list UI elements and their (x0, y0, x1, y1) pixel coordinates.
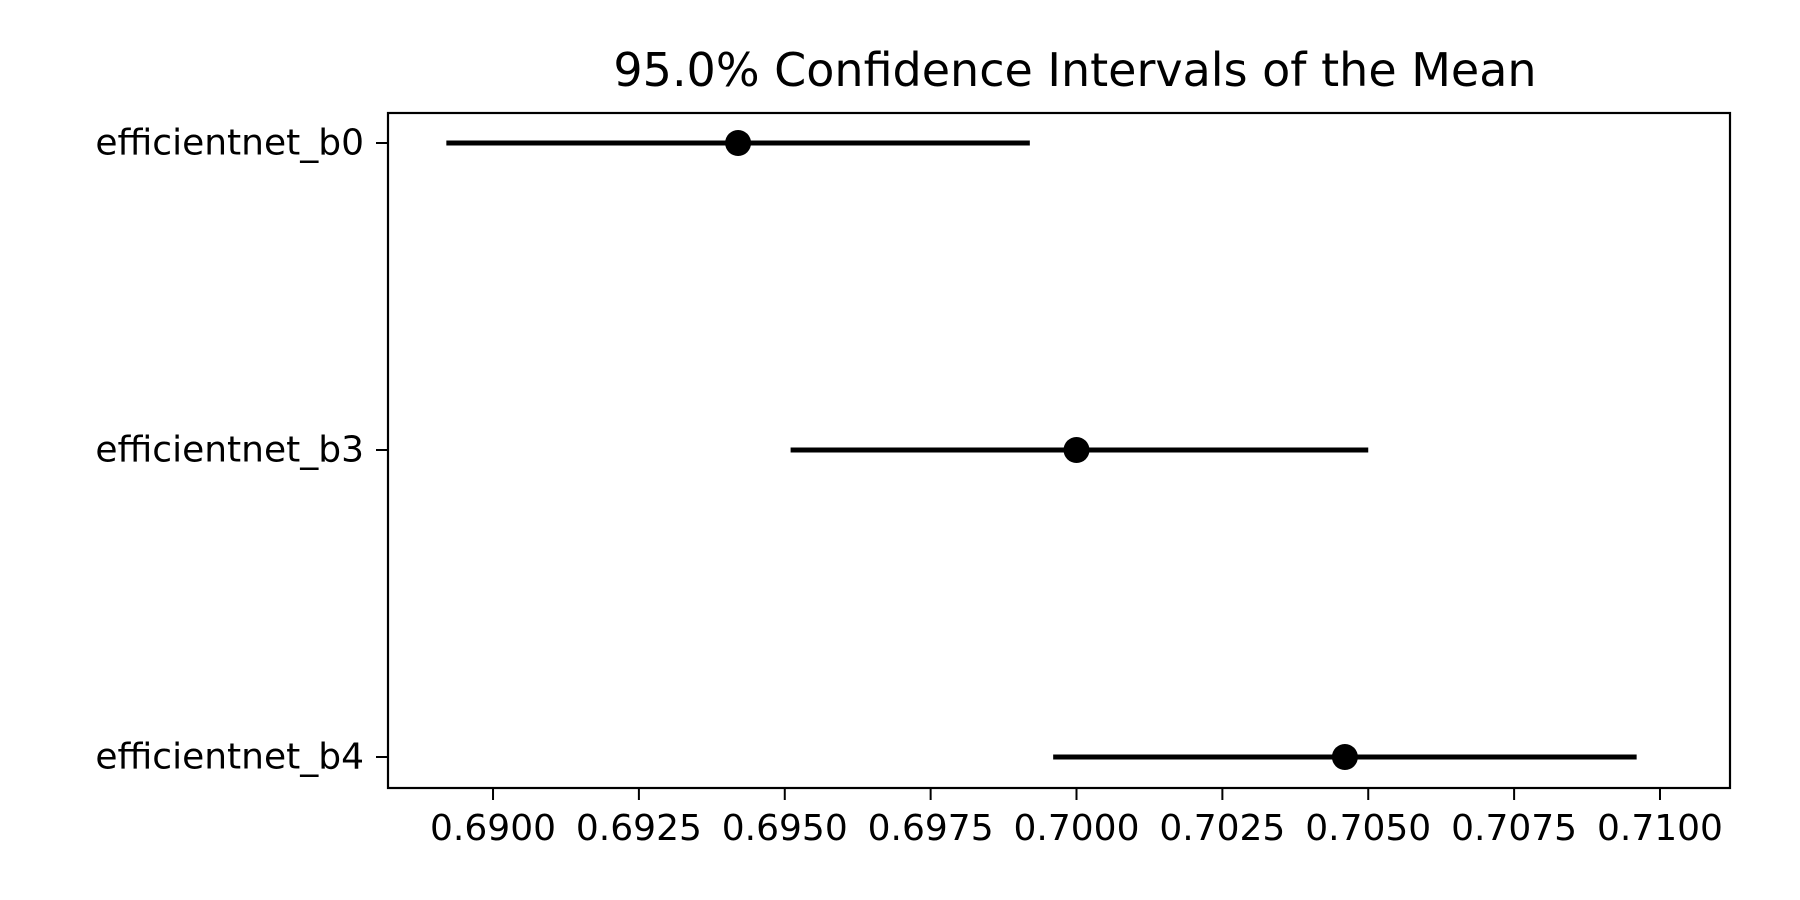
x-axis: 0.6900 0.6925 0.6950 0.6975 0.7000 0.7025 0.70… (430, 788, 1723, 849)
x-tick-label: 0.6950 (722, 808, 848, 849)
y-tick-label: efficientnet_b0 (95, 123, 364, 164)
chart-title: 95.0% Confidence Intervals of the Mean (613, 43, 1536, 97)
mean-marker (725, 130, 752, 156)
x-tick-label: 0.6925 (576, 808, 702, 849)
x-tick-label: 0.6900 (430, 808, 556, 849)
x-tick-label: 0.7075 (1451, 808, 1577, 849)
y-axis: efficientnet_b0 efficientnet_b3 efficientn… (95, 123, 388, 778)
x-tick-label: 0.7000 (1014, 808, 1140, 849)
x-tick-label: 0.7025 (1159, 808, 1285, 849)
error-bars (446, 130, 1637, 770)
y-tick-label: efficientnet_b4 (95, 737, 364, 778)
mean-marker (1331, 744, 1358, 770)
x-tick-label: 0.7050 (1305, 808, 1431, 849)
x-tick-label: 0.7100 (1597, 808, 1723, 849)
y-tick-label: efficientnet_b3 (95, 430, 364, 471)
x-tick-label: 0.6975 (868, 808, 994, 849)
mean-marker (1063, 437, 1090, 463)
